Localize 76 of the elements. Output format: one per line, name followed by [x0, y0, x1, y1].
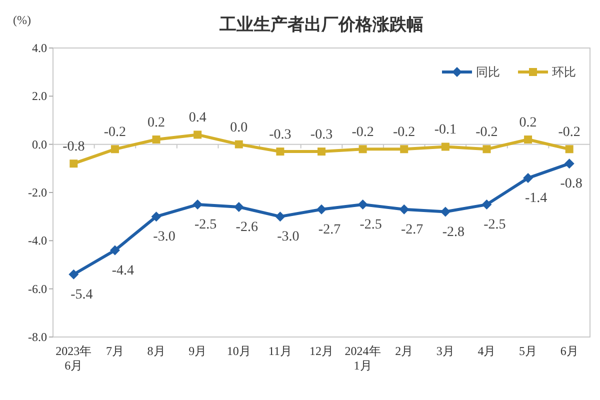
point: [564, 158, 574, 169]
x-tick-label: 5月: [519, 344, 538, 358]
data-label: -2.5: [484, 218, 506, 233]
data-label: -2.7: [401, 222, 424, 238]
point: [400, 145, 408, 154]
point: [70, 160, 78, 168]
point: [440, 206, 450, 217]
data-label: -3.0: [277, 230, 300, 245]
y-tick-label: -6.0: [28, 282, 47, 296]
x-tick-label: 2023年 6月: [56, 344, 92, 372]
x-tick-label: 6月: [560, 344, 578, 358]
point: [110, 145, 119, 154]
x-tick-label: 8月: [147, 344, 166, 358]
data-label: -5.4: [70, 287, 93, 302]
data-label: -2.7: [318, 222, 341, 238]
x-tick-label: 9月: [188, 344, 207, 358]
data-label: -0.2: [104, 125, 126, 140]
x-tick-label: 2024年 1月: [344, 344, 381, 372]
data-label: -0.3: [269, 128, 292, 143]
point: [151, 212, 162, 222]
point: [234, 202, 244, 212]
point: [316, 204, 326, 214]
point: [399, 204, 410, 214]
data-label: -0.2: [476, 125, 498, 140]
data-label: 0.2: [148, 116, 166, 131]
y-tick-label: 2.0: [32, 89, 47, 104]
data-label: 0.2: [519, 116, 537, 131]
data-label: -0.8: [62, 140, 85, 155]
point: [234, 140, 243, 148]
data-label: -0.2: [393, 125, 416, 140]
data-label: -0.8: [560, 176, 582, 192]
x-tick-label: 11月: [268, 344, 292, 358]
data-label: 0.4: [188, 110, 206, 126]
point: [318, 148, 326, 156]
x-tick-label: 12月: [310, 344, 334, 358]
y-tick-label: -8.0: [28, 330, 47, 344]
data-label: 0.0: [230, 120, 248, 136]
y-axis-title: (%): [13, 13, 31, 27]
point: [110, 245, 120, 256]
point: [565, 145, 574, 154]
data-label: -3.0: [153, 230, 176, 245]
x-tick-label: 2月: [395, 344, 414, 358]
data-label: -0.1: [434, 122, 457, 138]
point: [192, 200, 203, 210]
y-tick-label: -2.0: [28, 186, 47, 200]
y-tick-label: -4.0: [28, 234, 47, 248]
legend-label: 同比: [476, 65, 500, 79]
data-label: -0.2: [558, 125, 580, 140]
data-label: -1.4: [524, 191, 548, 206]
y-tick-label: 0.0: [32, 137, 47, 152]
point: [358, 200, 368, 210]
point: [358, 145, 367, 154]
point: [68, 269, 79, 280]
data-label: -0.2: [352, 125, 374, 140]
data-label: -2.5: [360, 218, 382, 233]
point: [441, 142, 450, 151]
point: [194, 130, 202, 139]
point: [524, 136, 532, 144]
x-tick-label: 4月: [478, 344, 496, 358]
point: [523, 173, 534, 184]
x-tick-label: 10月: [226, 344, 251, 358]
point: [275, 212, 286, 222]
data-label: -2.6: [236, 220, 258, 235]
point: [482, 145, 491, 154]
y-tick-label: 4.0: [32, 41, 47, 55]
x-tick-label: 3月: [436, 344, 454, 358]
point: [276, 148, 284, 156]
data-label: -4.4: [112, 263, 134, 278]
data-label: -0.3: [310, 128, 333, 143]
data-label: -2.5: [194, 218, 217, 233]
legend-label: 环比: [552, 65, 576, 79]
x-tick-label: 7月: [106, 344, 124, 358]
point: [152, 136, 160, 144]
point: [482, 200, 492, 210]
data-label: -2.8: [442, 224, 465, 240]
chart-title: 工业生产者出厂价格涨跌幅: [218, 15, 424, 35]
